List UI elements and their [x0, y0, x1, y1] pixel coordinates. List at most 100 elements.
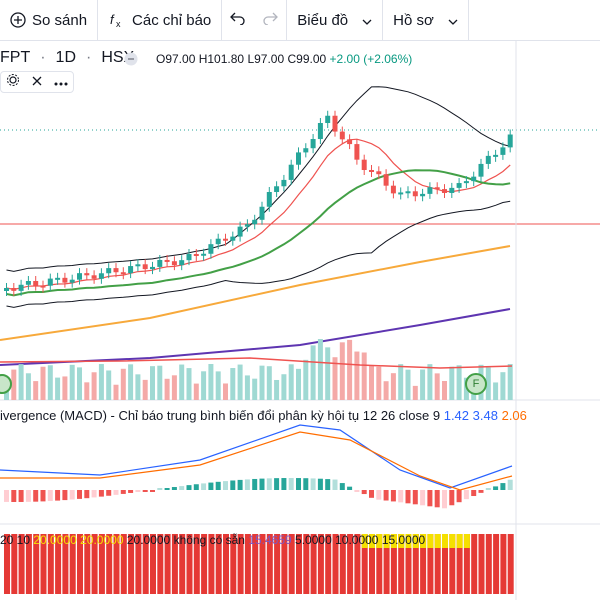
volume-bar: [252, 378, 258, 400]
macd-histogram-bar: [171, 487, 177, 490]
volume-bar: [25, 373, 31, 400]
more-button[interactable]: [49, 73, 73, 91]
ohlc-low: L97.00: [247, 52, 285, 66]
bottom-val-3: 20.0000: [126, 533, 171, 547]
candle-body: [47, 278, 53, 286]
macd-histogram-bar: [113, 490, 119, 495]
candle-body: [215, 238, 221, 245]
volume-bar: [77, 367, 82, 400]
redo-button[interactable]: [254, 0, 286, 40]
candle-body: [91, 275, 97, 279]
gear-icon: [6, 73, 20, 92]
volume-marker-f[interactable]: F: [465, 373, 487, 395]
macd-histogram-bar: [485, 488, 491, 490]
macd-histogram-bar: [142, 490, 148, 492]
volume-bar: [347, 339, 353, 400]
candle-body: [18, 284, 24, 291]
heat-cell: [434, 534, 441, 594]
chevron-down-icon: [362, 12, 372, 29]
bottom-val-6: 10.0000: [335, 533, 379, 547]
candle-body: [208, 244, 214, 254]
candle-body: [142, 264, 148, 270]
volume-bar: [69, 364, 75, 400]
volume-bar: [171, 375, 177, 400]
heat-cell: [485, 534, 492, 594]
macd-histogram-bar: [179, 486, 185, 490]
volume-bar: [500, 372, 506, 400]
macd-histogram-bar: [69, 490, 75, 500]
profile-menu-button[interactable]: Hồ sơ: [383, 0, 468, 40]
volume-bar: [186, 368, 192, 400]
symbol-header: FPT · 1D · HSX: [0, 49, 135, 66]
volume-bar: [354, 351, 360, 400]
candle-body: [69, 279, 75, 283]
volume-bar: [244, 375, 250, 400]
bottom-val-5: 5.0000: [295, 533, 332, 547]
candle-body: [4, 288, 9, 291]
volume-bar: [157, 365, 163, 400]
toolbar-divider: [382, 0, 384, 40]
volume-bar: [383, 381, 389, 400]
ohlc-high: H101.80: [198, 52, 245, 66]
chart-menu-button[interactable]: Biểu đồ: [287, 0, 382, 40]
macd-histogram-bar: [150, 490, 155, 492]
macd-histogram-bar: [55, 490, 61, 501]
candle-body: [412, 191, 418, 197]
candle-body: [128, 266, 134, 274]
remove-button[interactable]: [25, 73, 49, 91]
volume-ma-line: [0, 357, 513, 369]
volume-bar: [296, 368, 301, 400]
macd-title: ivergence (MACD) - Chỉ báo trung bình bi…: [0, 408, 441, 423]
symbol-interval[interactable]: 1D: [55, 49, 76, 66]
candle-body: [150, 266, 155, 270]
macd-histogram-bar: [412, 490, 418, 505]
macd-histogram-bar: [274, 478, 280, 490]
candle-body: [296, 152, 301, 165]
candle-body: [354, 144, 360, 160]
candle-body: [310, 139, 316, 149]
candle-body: [390, 185, 396, 194]
symbol-ticker[interactable]: FPT: [0, 49, 31, 66]
profile-menu-label: Hồ sơ: [393, 11, 434, 29]
compare-button[interactable]: So sánh: [0, 0, 97, 40]
ma-orange-line: [0, 245, 511, 341]
macd-histogram-bar: [201, 483, 207, 490]
candle-body: [106, 268, 112, 274]
settings-button[interactable]: [1, 73, 25, 91]
volume-marker-left[interactable]: [0, 374, 12, 394]
candle-body: [478, 163, 484, 177]
macd-histogram-bar: [84, 490, 90, 499]
candle-body: [456, 183, 462, 188]
volume-bar: [193, 383, 199, 400]
macd-histogram-bar: [215, 481, 221, 490]
undo-button[interactable]: [222, 0, 254, 40]
bollinger-upper-line: [6, 86, 511, 272]
bottom-val-2: 20.0000: [80, 533, 124, 547]
volume-bar: [33, 381, 39, 400]
toolbar-divider: [286, 0, 288, 40]
volume-bar: [215, 371, 221, 400]
macd-histogram-bar: [493, 486, 499, 490]
candle-body: [25, 280, 31, 285]
collapse-button[interactable]: [124, 52, 138, 71]
candle-body: [449, 187, 455, 193]
volume-bar: [201, 371, 207, 400]
candle-body: [62, 277, 68, 283]
close-icon: [32, 73, 42, 91]
bottom-na: không có sẵn: [173, 533, 245, 547]
ma-green-line: [6, 169, 511, 297]
macd-histogram-bar: [157, 488, 163, 490]
macd-value-3: 2.06: [501, 408, 527, 423]
candle-body: [157, 259, 163, 267]
volume-bar: [91, 372, 97, 400]
candle-body: [434, 187, 440, 190]
candle-body: [186, 254, 192, 261]
ohlc-close: C99.00: [287, 52, 327, 66]
candle-body: [259, 206, 265, 220]
macd-histogram-bar: [383, 490, 389, 501]
macd-histogram-bar: [244, 479, 250, 490]
macd-histogram-bar: [252, 478, 258, 490]
